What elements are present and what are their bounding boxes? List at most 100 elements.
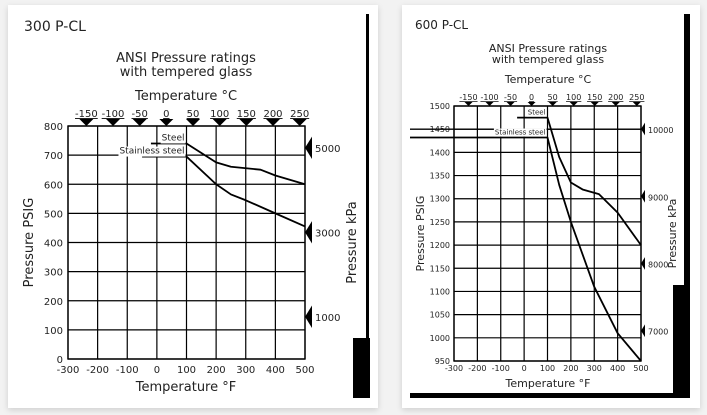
x-tick-label: 0 bbox=[154, 365, 160, 376]
x-tick-label: -300 bbox=[445, 364, 463, 373]
celsius-marker-icon bbox=[548, 102, 557, 106]
y2-axis-label: Pressure kPa bbox=[345, 201, 360, 283]
series-label: Stainless steel bbox=[119, 147, 184, 157]
x-tick-label: 200 bbox=[207, 365, 226, 376]
x2-tick-label: -50 bbox=[504, 93, 517, 102]
series-label: Steel bbox=[162, 133, 185, 143]
celsius-marker-icon bbox=[212, 119, 227, 126]
kpa-marker-icon bbox=[305, 136, 312, 159]
y-tick-label: 1000 bbox=[430, 334, 450, 343]
x-tick-label: 100 bbox=[540, 364, 555, 373]
x2-tick-label: 150 bbox=[237, 109, 256, 120]
series-line-steel bbox=[517, 116, 642, 246]
x-tick-label: -100 bbox=[116, 365, 139, 376]
chart-title: ANSI Pressure ratings bbox=[489, 42, 608, 55]
celsius-marker-icon bbox=[527, 102, 536, 106]
plot-frame bbox=[67, 125, 306, 360]
x-tick-label: 400 bbox=[266, 365, 285, 376]
celsius-marker-icon bbox=[464, 102, 473, 106]
decor-bottom-bar bbox=[410, 393, 690, 398]
x2-tick-label: 250 bbox=[629, 93, 644, 102]
kpa-marker-icon bbox=[641, 122, 645, 136]
x2-tick-label: 200 bbox=[263, 109, 282, 120]
x-axis-label: Temperature °F bbox=[504, 377, 590, 390]
panel-label: 300 P-CL bbox=[24, 19, 86, 35]
y-tick-label: 100 bbox=[44, 326, 63, 337]
x-tick-label: 500 bbox=[633, 364, 648, 373]
x2-tick-label: 100 bbox=[566, 93, 581, 102]
x2-tick-label: 150 bbox=[587, 93, 602, 102]
x-tick-label: 400 bbox=[610, 364, 625, 373]
celsius-marker-icon bbox=[186, 119, 201, 126]
x2-tick-label: 200 bbox=[608, 93, 623, 102]
x2-tick-label: 250 bbox=[290, 109, 309, 120]
celsius-marker-icon bbox=[159, 119, 174, 126]
series-line-steel bbox=[150, 142, 306, 186]
chart-panel-300 bbox=[8, 5, 378, 408]
series-label-bg bbox=[526, 108, 547, 117]
series-label: Stainless steel bbox=[495, 129, 546, 137]
x2-tick-label: 0 bbox=[163, 109, 169, 120]
celsius-marker-icon bbox=[632, 102, 641, 106]
chart-panel-600 bbox=[402, 5, 700, 408]
y-tick-label: 1250 bbox=[430, 218, 450, 227]
x-tick-label: -200 bbox=[468, 364, 486, 373]
chart-subtitle: with tempered glass bbox=[120, 65, 253, 80]
x-tick-label: 500 bbox=[295, 365, 314, 376]
y2-tick-label: 5000 bbox=[315, 144, 340, 155]
series-line-stainless-steel bbox=[410, 136, 642, 362]
x2-tick-label: -150 bbox=[75, 109, 98, 120]
decor-bar bbox=[366, 14, 369, 338]
chart-subtitle: with tempered glass bbox=[492, 53, 604, 66]
y2-tick-label: 7000 bbox=[648, 328, 668, 337]
x2-axis-label: Temperature °C bbox=[134, 89, 237, 104]
y-tick-label: 300 bbox=[44, 268, 63, 279]
celsius-marker-icon bbox=[590, 102, 599, 106]
celsius-marker-icon bbox=[506, 102, 515, 106]
celsius-marker-icon bbox=[569, 102, 578, 106]
y-axis-label: Pressure PSIG bbox=[414, 196, 427, 272]
y2-tick-label: 1000 bbox=[315, 313, 340, 324]
y-axis-label: Pressure PSIG bbox=[22, 198, 37, 288]
celsius-marker-icon bbox=[239, 119, 254, 126]
y2-tick-label: 8000 bbox=[648, 260, 668, 269]
y2-tick-label: 10000 bbox=[648, 126, 673, 135]
series-label-bg bbox=[118, 146, 186, 157]
y-tick-label: 0 bbox=[57, 355, 63, 366]
y-tick-label: 1050 bbox=[430, 311, 450, 320]
x-axis-label: Temperature °F bbox=[135, 380, 236, 395]
panel-label: 600 P-CL bbox=[415, 18, 468, 32]
x2-tick-label: -50 bbox=[132, 109, 148, 120]
y-tick-label: 1300 bbox=[430, 195, 450, 204]
series-label-bg bbox=[493, 128, 547, 137]
celsius-marker-icon bbox=[292, 119, 307, 126]
x2-tick-label: 100 bbox=[210, 109, 229, 120]
kpa-marker-icon bbox=[641, 189, 645, 203]
x-tick-label: 300 bbox=[587, 364, 602, 373]
y2-tick-label: 3000 bbox=[315, 228, 340, 239]
celsius-marker-icon bbox=[485, 102, 494, 106]
y2-axis-label: Pressure kPa bbox=[666, 199, 679, 269]
plot-frame bbox=[453, 105, 642, 362]
kpa-marker-icon bbox=[641, 324, 645, 338]
y-tick-label: 400 bbox=[44, 239, 63, 250]
y-tick-label: 200 bbox=[44, 297, 63, 308]
series-label: Steel bbox=[528, 109, 546, 117]
y-tick-label: 1100 bbox=[430, 287, 450, 296]
y-tick-label: 950 bbox=[435, 357, 450, 366]
decor-block bbox=[353, 338, 370, 398]
x-tick-label: 300 bbox=[236, 365, 255, 376]
x-tick-label: 100 bbox=[177, 365, 196, 376]
x2-tick-label: -150 bbox=[459, 93, 477, 102]
kpa-marker-icon bbox=[305, 221, 312, 244]
x-tick-label: -100 bbox=[492, 364, 510, 373]
x2-tick-label: 50 bbox=[548, 93, 558, 102]
x-tick-label: -200 bbox=[86, 365, 109, 376]
celsius-marker-icon bbox=[611, 102, 620, 106]
kpa-marker-icon bbox=[641, 257, 645, 270]
y-tick-label: 1400 bbox=[430, 148, 450, 157]
x2-tick-label: -100 bbox=[102, 109, 125, 120]
y-tick-label: 800 bbox=[44, 122, 63, 133]
y2-tick-label: 9000 bbox=[648, 193, 668, 202]
